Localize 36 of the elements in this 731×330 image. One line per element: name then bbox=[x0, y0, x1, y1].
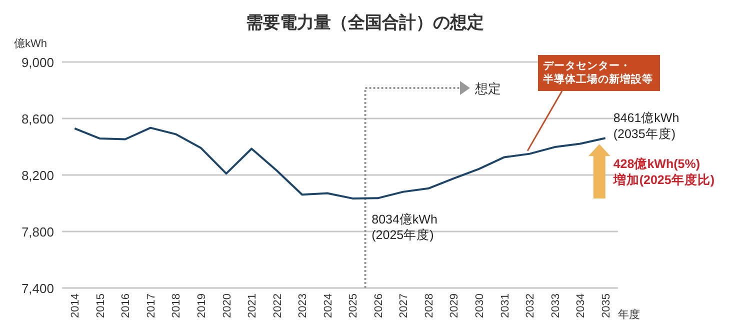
x-tick-label: 2024 bbox=[322, 294, 334, 318]
annotation: 8034億kWh (2025年度) bbox=[372, 212, 438, 242]
x-tick-label: 2028 bbox=[423, 294, 436, 318]
annotation: データセンター・半導体工場の新増設等 bbox=[542, 60, 653, 86]
x-tick-label: 2021 bbox=[246, 294, 259, 318]
annotation: 428億kWh(5%) 増加(2025年度比) bbox=[612, 156, 715, 187]
x-tick-label: 2030 bbox=[474, 294, 486, 318]
y-tick-label: 8,200 bbox=[21, 168, 54, 183]
x-tick-label: 2027 bbox=[398, 294, 410, 318]
x-tick-label: 2035 bbox=[600, 294, 612, 318]
x-tick-label: 2015 bbox=[94, 294, 107, 318]
chart-title: 需要電力量（全国合計）の想定 bbox=[246, 13, 484, 32]
annotation: 8461億kWh (2035年度) bbox=[613, 111, 680, 141]
x-tick-label: 2026 bbox=[372, 294, 385, 318]
x-tick-label: 2029 bbox=[448, 294, 461, 318]
x-axis-title: 年度 bbox=[618, 308, 640, 321]
x-tick-label: 2014 bbox=[70, 294, 82, 318]
x-tick-label: 2034 bbox=[575, 294, 588, 318]
y-tick-label: 9,000 bbox=[21, 55, 54, 70]
y-tick-label: 7,800 bbox=[21, 224, 54, 240]
y-tick-label: 8,600 bbox=[21, 112, 54, 126]
x-tick-label: 2022 bbox=[272, 294, 284, 318]
x-tick-label: 2033 bbox=[550, 294, 562, 318]
x-tick-label: 2025 bbox=[348, 294, 360, 318]
x-tick-label: 2032 bbox=[524, 294, 537, 318]
x-tick-label: 2019 bbox=[196, 294, 208, 318]
annotation: 想定 bbox=[474, 81, 501, 96]
x-tick-label: 2020 bbox=[221, 294, 234, 318]
x-tick-label: 2018 bbox=[170, 294, 183, 318]
y-tick-label: 7,400 bbox=[21, 281, 54, 296]
y-axis-title: 億kWh bbox=[14, 37, 47, 50]
x-tick-label: 2016 bbox=[120, 294, 132, 318]
line-series bbox=[74, 126, 606, 200]
x-tick-label: 2031 bbox=[499, 294, 512, 318]
x-tick-label: 2023 bbox=[297, 294, 310, 318]
x-tick-label: 2017 bbox=[145, 294, 158, 318]
